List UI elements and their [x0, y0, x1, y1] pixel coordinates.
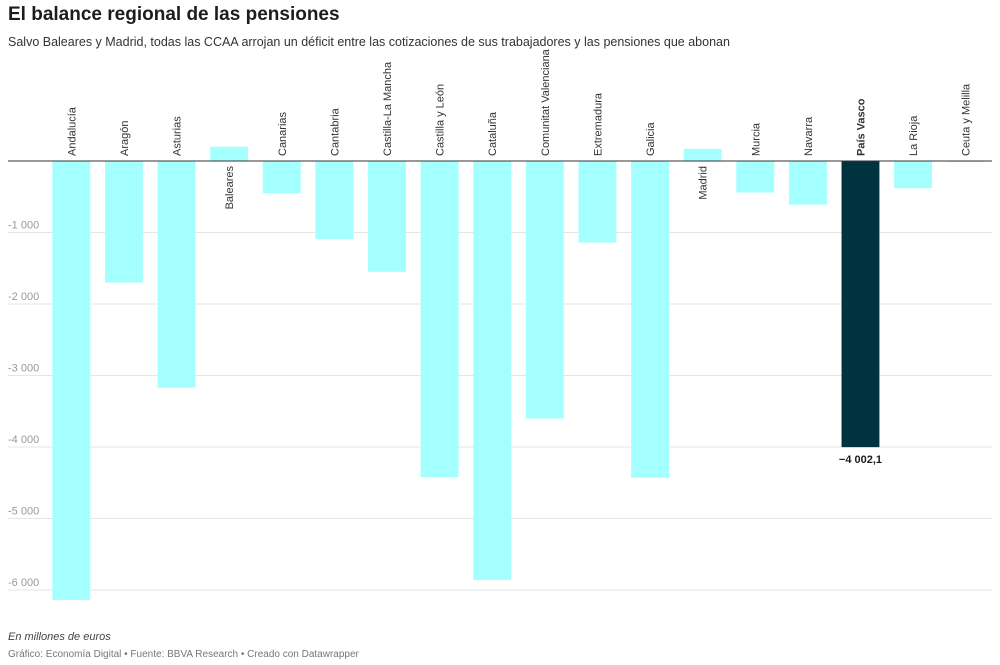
category-label: Asturias — [172, 116, 184, 156]
category-label: Murcia — [750, 122, 762, 156]
y-tick-label: -3 000 — [8, 363, 39, 375]
category-label: Galicia — [645, 121, 657, 156]
bar — [631, 161, 669, 478]
y-tick-label: -5 000 — [8, 506, 39, 518]
category-label: Navarra — [803, 116, 815, 156]
category-label: País Vasco — [855, 98, 867, 156]
bar — [683, 148, 722, 161]
category-label: Baleares — [224, 166, 236, 210]
bar — [894, 161, 933, 189]
data-label: −4 002,1 — [839, 454, 882, 466]
y-tick-label: -1 000 — [8, 220, 39, 232]
bar — [473, 161, 512, 580]
units-note: En millones de euros — [8, 631, 111, 643]
y-tick-label: -2 000 — [8, 291, 39, 303]
category-label: Andalucía — [66, 106, 78, 156]
bar — [262, 161, 301, 194]
bar — [420, 161, 459, 478]
bars — [52, 146, 985, 601]
bar — [525, 161, 564, 419]
chart-title: El balance regional de las pensiones — [8, 4, 340, 25]
bar — [210, 146, 249, 161]
category-label: Ceuta y Melilla — [961, 83, 973, 156]
bar — [315, 161, 354, 239]
category-label: Madrid — [698, 166, 710, 200]
bar — [841, 161, 880, 448]
bar — [52, 161, 91, 601]
category-label: Comunitat Valenciana — [540, 48, 552, 156]
y-tick-label: -4 000 — [8, 434, 39, 446]
category-label: La Rioja — [908, 115, 920, 156]
bar-chart: Andalucía Aragón Asturias Baleares Canarias C… — [8, 48, 992, 601]
bar — [157, 161, 196, 388]
category-label: Cataluña — [487, 111, 499, 156]
category-label: Cantabria — [329, 107, 341, 156]
category-labels: Andalucía Aragón Asturias Baleares Canarias C… — [66, 48, 972, 466]
category-label: Castilla-La Mancha — [382, 61, 394, 156]
bar — [946, 161, 985, 163]
bar — [368, 161, 406, 272]
bar — [578, 161, 617, 243]
y-tick-label: -6 000 — [8, 577, 39, 589]
bar — [736, 161, 775, 193]
credits-footer: Gráfico: Economía Digital • Fuente: BBVA… — [8, 649, 359, 660]
category-label: Canarias — [277, 111, 289, 156]
bar — [788, 161, 827, 205]
chart-subtitle: Salvo Baleares y Madrid, todas las CCAA … — [8, 35, 730, 49]
y-tick-labels: -1 000 -2 000 -3 000 -4 000 -5 000 -6 000 — [8, 220, 39, 590]
category-label: Castilla y León — [435, 84, 447, 156]
category-label: Aragón — [119, 121, 131, 156]
bar — [104, 161, 143, 283]
category-label: Extremadura — [592, 92, 604, 156]
